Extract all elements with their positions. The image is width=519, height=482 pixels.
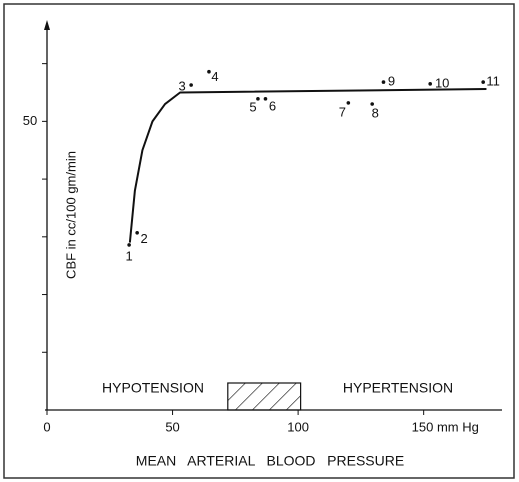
y-axis-arrow [44, 20, 50, 30]
data-point [256, 97, 260, 101]
data-point [381, 80, 386, 84]
point-label: 6 [269, 98, 276, 113]
point-label: 8 [372, 105, 379, 120]
y-axis-label: CBF in cc/100 gm/min [63, 151, 78, 279]
x-tick-label: 50 [165, 419, 179, 434]
data-point [370, 102, 374, 106]
point-label: 9 [388, 74, 395, 89]
point-label: 2 [141, 231, 148, 246]
data-point [346, 101, 351, 105]
curve [128, 88, 487, 243]
data-point [428, 82, 432, 86]
point-label: 3 [179, 78, 186, 93]
data-point [481, 80, 485, 84]
x-axis-label: MEAN ARTERIAL BLOOD PRESSURE [136, 453, 404, 469]
data-point [207, 69, 211, 74]
annotation: HYPOTENSION [102, 380, 204, 396]
data-point [127, 243, 131, 247]
point-label: 4 [211, 69, 218, 84]
point-label: 1 [125, 248, 132, 263]
point-label: 11 [486, 74, 500, 89]
data-point [135, 230, 139, 235]
point-label: 5 [249, 99, 256, 114]
x-tick-label: 100 [287, 419, 309, 434]
point-label: 7 [339, 104, 346, 119]
point-label: 10 [435, 75, 449, 90]
annotation: HYPERTENSION [343, 380, 453, 396]
hatch-region [227, 382, 302, 411]
y-tick-label: 50 [23, 113, 37, 128]
x-tick-label: 0 [43, 419, 50, 434]
data-point [263, 97, 268, 101]
x-tick-label: 150 mm Hg [412, 419, 479, 434]
data-point [189, 83, 193, 87]
